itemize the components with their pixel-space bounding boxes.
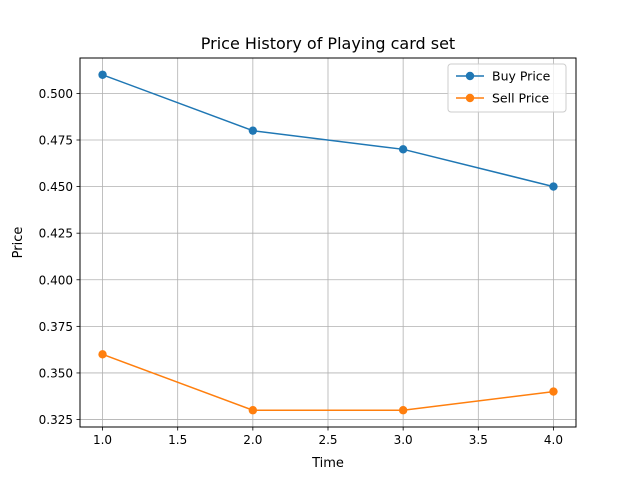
- y-tick-label: 0.500: [39, 87, 73, 101]
- buy-price-line: [102, 74, 554, 188]
- x-axis-label: Time: [311, 456, 344, 471]
- legend: Buy Price Sell Price: [447, 63, 567, 113]
- y-axis-label: Price: [11, 227, 26, 259]
- legend-label: Buy Price: [492, 69, 551, 84]
- x-tick-label: 1.5: [168, 433, 187, 447]
- sell-price-line: [102, 353, 554, 411]
- legend-swatch-marker: [465, 71, 475, 81]
- x-tick-label: 3.5: [469, 433, 488, 447]
- sell-price-point: [248, 406, 258, 415]
- x-tick-label: 4.0: [544, 433, 563, 447]
- y-tick-label: 0.400: [39, 273, 73, 287]
- legend-swatch-marker: [465, 93, 475, 103]
- x-tick-label: 2.5: [318, 433, 337, 447]
- buy-price-point: [98, 70, 107, 79]
- legend-item-buy-price: Buy Price: [456, 69, 551, 84]
- legend-item-sell-price: Sell Price: [456, 91, 549, 106]
- buy-price-point: [549, 182, 558, 191]
- x-tick-label: 2.0: [243, 433, 262, 447]
- x-tick-label: 1.0: [93, 433, 112, 447]
- y-tick-label: 0.350: [39, 366, 73, 380]
- y-tick-label: 0.325: [39, 413, 73, 427]
- sell-price-point: [549, 387, 558, 396]
- y-tick-label: 0.425: [39, 227, 73, 241]
- sell-price-point: [398, 406, 408, 415]
- chart-title: Price History of Playing card set: [201, 34, 455, 53]
- series-sell-price: [98, 350, 558, 415]
- buy-price-point: [398, 145, 408, 154]
- axis-ticks: 1.0 1.5 2.0 2.5 3.0 3.5 4.0 0.325 0.350 0.375 0.40…: [39, 87, 563, 447]
- y-tick-label: 0.375: [39, 320, 73, 334]
- sell-price-point: [98, 350, 107, 359]
- y-tick-label: 0.475: [39, 134, 73, 148]
- legend-label: Sell Price: [492, 91, 549, 106]
- buy-price-point: [248, 126, 258, 135]
- x-tick-label: 3.0: [394, 433, 413, 447]
- series-buy-price: [98, 70, 558, 191]
- series-layer: [98, 70, 558, 415]
- y-tick-label: 0.450: [39, 180, 73, 194]
